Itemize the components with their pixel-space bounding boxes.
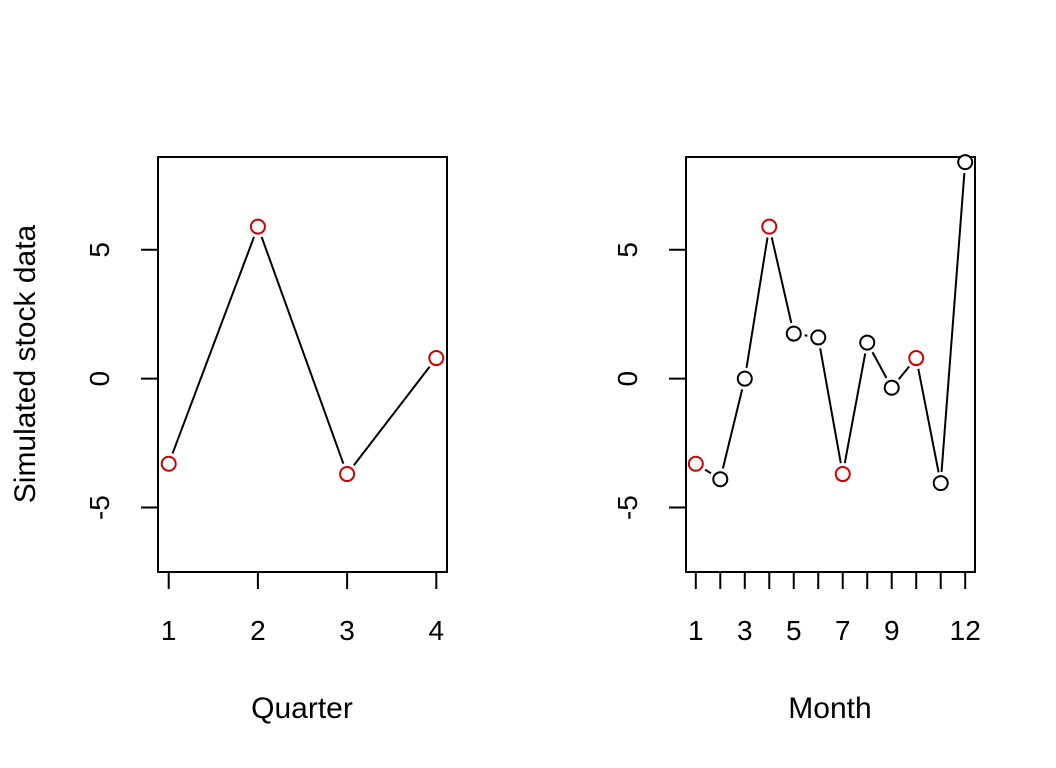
quarter-x-tick-label: 2 bbox=[250, 615, 266, 646]
month-data-point bbox=[908, 350, 925, 367]
quarter-x-tick-label: 1 bbox=[161, 615, 177, 646]
quarter-plot-frame bbox=[157, 156, 448, 573]
month-data-point bbox=[761, 218, 778, 235]
month-data-point bbox=[834, 466, 851, 483]
month-x-axis-title: Month bbox=[788, 692, 871, 725]
quarter-y-tick-label: 5 bbox=[84, 242, 115, 258]
month-line-segment bbox=[871, 351, 888, 379]
quarter-panel: Quarter Simulated stock data 1 2 3 4 -5 0 5 bbox=[9, 156, 448, 725]
month-data-point bbox=[810, 329, 827, 346]
month-data-point bbox=[932, 475, 949, 492]
month-data-point bbox=[883, 379, 900, 396]
quarter-line-segment bbox=[171, 236, 255, 454]
month-x-tick-label: 3 bbox=[737, 615, 753, 646]
month-x-tick-label: 9 bbox=[884, 615, 900, 646]
quarter-line-segment bbox=[353, 366, 431, 466]
month-line-segment bbox=[897, 365, 910, 380]
month-line-segment bbox=[843, 353, 867, 464]
quarter-x-tick-label: 4 bbox=[429, 615, 445, 646]
month-x-tick-label: 12 bbox=[950, 615, 981, 646]
quarter-y-axis-title: Simulated stock data bbox=[9, 224, 42, 503]
quarter-y-tick-label: -5 bbox=[84, 495, 115, 520]
month-line-segment bbox=[721, 389, 744, 469]
month-line-segment bbox=[940, 173, 966, 473]
quarter-data-point bbox=[160, 455, 177, 472]
month-line-segment bbox=[770, 237, 793, 324]
month-y-tick-label: 5 bbox=[612, 242, 643, 258]
month-y-tick-label: -5 bbox=[612, 495, 643, 520]
month-panel: Month 1 3 5 7 9 12 -5 0 5 bbox=[612, 154, 981, 725]
month-line-segment bbox=[819, 348, 842, 464]
quarter-data-point bbox=[249, 218, 266, 235]
quarter-data-point bbox=[428, 350, 445, 367]
month-x-tick-label: 5 bbox=[786, 615, 802, 646]
quarter-x-tick-label: 3 bbox=[339, 615, 355, 646]
month-data-point bbox=[712, 471, 729, 488]
quarter-x-axis-title: Quarter bbox=[251, 692, 353, 725]
quarter-line-segment bbox=[260, 236, 345, 465]
month-y-tick-label: 0 bbox=[612, 371, 643, 387]
month-data-point bbox=[957, 154, 974, 171]
month-data-point bbox=[785, 325, 802, 342]
month-data-point bbox=[687, 455, 704, 472]
quarter-y-tick-label: 0 bbox=[84, 371, 115, 387]
quarter-data-point bbox=[339, 466, 356, 483]
month-data-point bbox=[736, 370, 753, 387]
month-x-tick-label: 1 bbox=[688, 615, 704, 646]
month-line-segment bbox=[745, 237, 769, 368]
month-line-segment bbox=[917, 368, 940, 473]
month-line-segment bbox=[704, 468, 712, 475]
month-data-point bbox=[859, 334, 876, 351]
month-x-tick-label: 7 bbox=[835, 615, 851, 646]
month-plot-frame bbox=[685, 156, 976, 573]
